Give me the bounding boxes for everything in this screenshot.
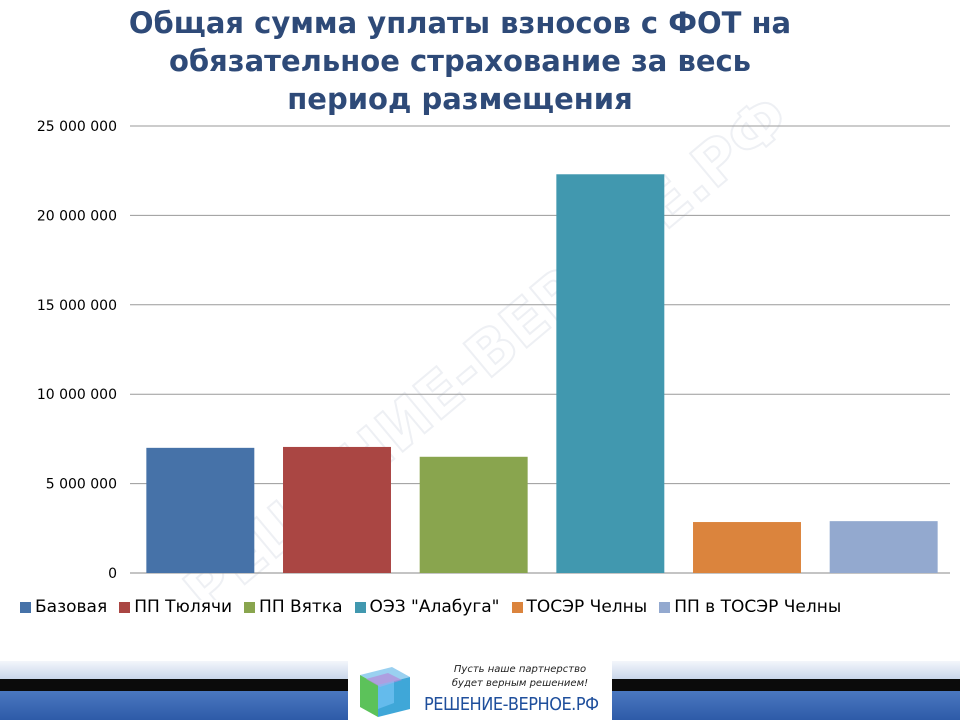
bar-3 bbox=[419, 456, 528, 573]
chart-title-line-1: Общая сумма уплаты взносов с ФОТ на bbox=[128, 6, 792, 40]
legend-swatch bbox=[244, 601, 256, 613]
legend-swatch bbox=[354, 601, 366, 613]
legend-item: ПП Вятка bbox=[244, 597, 343, 617]
bar-4 bbox=[556, 174, 665, 573]
legend-item: ТОСЭР Челны bbox=[511, 597, 648, 617]
legend-swatch bbox=[659, 601, 671, 613]
legend-label: ПП в ТОСЭР Челны bbox=[674, 597, 842, 617]
bar-6 bbox=[829, 521, 938, 573]
chart-title-line-2: обязательное страхование за весь bbox=[168, 44, 752, 78]
legend-swatch bbox=[119, 601, 131, 613]
legend-label: ТОСЭР Челны bbox=[526, 597, 648, 617]
y-tick-label: 20 000 000 bbox=[37, 208, 117, 224]
bar-2 bbox=[283, 446, 391, 573]
y-tick-label: 0 bbox=[108, 566, 117, 582]
y-tick-label: 25 000 000 bbox=[37, 119, 117, 135]
chart-title-line-3: период размещения bbox=[287, 82, 633, 116]
chart-legend: Базовая ПП Тюлячи ПП Вятка ОЭЗ "Алабуга" ТОС… bbox=[20, 597, 960, 617]
y-tick-label: 10 000 000 bbox=[37, 387, 117, 403]
legend-item: ПП Тюлячи bbox=[119, 597, 232, 617]
legend-label: ОЭЗ "Алабуга" bbox=[369, 597, 500, 617]
legend-item: ОЭЗ "Алабуга" bbox=[354, 597, 500, 617]
y-tick-label: 15 000 000 bbox=[37, 298, 117, 314]
footer-slogan: Пусть наше партнерство будет верным реше… bbox=[430, 663, 610, 691]
bar-5 bbox=[693, 522, 801, 573]
legend-item: ПП в ТОСЭР Челны bbox=[659, 597, 841, 617]
legend-label: ПП Вятка bbox=[259, 597, 343, 617]
legend-label: ПП Тюлячи bbox=[134, 597, 233, 617]
footer-slogan-line-2: будет верным решением! bbox=[451, 678, 589, 689]
footer-slogan-line-1: Пусть наше партнерство bbox=[453, 664, 587, 675]
legend-label: Базовая bbox=[35, 597, 108, 617]
legend-swatch bbox=[20, 601, 31, 613]
bar-1 bbox=[146, 447, 255, 573]
legend-item: Базовая bbox=[20, 597, 107, 617]
cube-logo-icon bbox=[360, 667, 410, 717]
y-tick-label: 5 000 000 bbox=[46, 477, 117, 493]
legend-swatch bbox=[511, 601, 523, 613]
footer-logo: Пусть наше партнерство будет верным реше… bbox=[348, 661, 612, 720]
footer-site-name: РЕШЕНИЕ-ВЕРНОЕ.РФ bbox=[424, 694, 599, 715]
chart-title: Общая сумма уплаты взносов с ФОТ на обяз… bbox=[40, 4, 880, 118]
